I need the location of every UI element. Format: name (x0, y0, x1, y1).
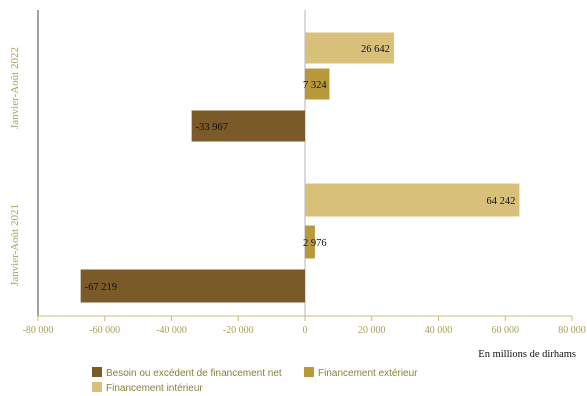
x-tick-label: -80 000 (23, 325, 54, 336)
bar (80, 269, 305, 303)
bar (305, 68, 330, 100)
x-tick-label: -60 000 (89, 325, 120, 336)
data-label: 2 976 (303, 238, 327, 249)
bar (305, 183, 520, 217)
x-tick-label: 40 000 (425, 325, 453, 336)
legend-label: Financement intérieur (106, 383, 203, 394)
unit-label: En millions de dirhams (478, 349, 576, 360)
x-tick-label: 80 000 (558, 325, 586, 336)
x-tick-label: 60 000 (492, 325, 520, 336)
data-labels: 26 642 7 324 -33 967 64 242 2 976 -67 219 (85, 44, 516, 293)
data-label: -33 967 (196, 122, 228, 133)
x-tick-label: 0 (303, 325, 308, 336)
x-tick-label: 20 000 (358, 325, 386, 336)
bar (305, 32, 394, 64)
x-tick-label: -40 000 (156, 325, 187, 336)
data-label: 64 242 (487, 196, 516, 207)
data-label: -67 219 (85, 282, 117, 293)
data-label: 7 324 (303, 80, 327, 91)
legend-swatch (304, 367, 314, 377)
legend-swatch (92, 367, 102, 377)
axes: -80 000 -60 000 -40 000 -20 000 0 20 000 40 00… (9, 10, 586, 336)
bar (305, 225, 315, 259)
legend-swatch (92, 382, 102, 392)
bar (191, 110, 305, 142)
data-label: 26 642 (361, 44, 390, 55)
category-label: Janvier-Août 2022 (9, 47, 21, 129)
bars (80, 32, 520, 303)
legend: Besoin ou excédent de financement net Fin… (92, 367, 418, 394)
category-label: Janvier-Août 2021 (9, 204, 21, 286)
legend-label: Financement extérieur (318, 368, 418, 379)
x-tick-label: -20 000 (223, 325, 254, 336)
legend-label: Besoin ou excédent de financement net (106, 368, 282, 379)
